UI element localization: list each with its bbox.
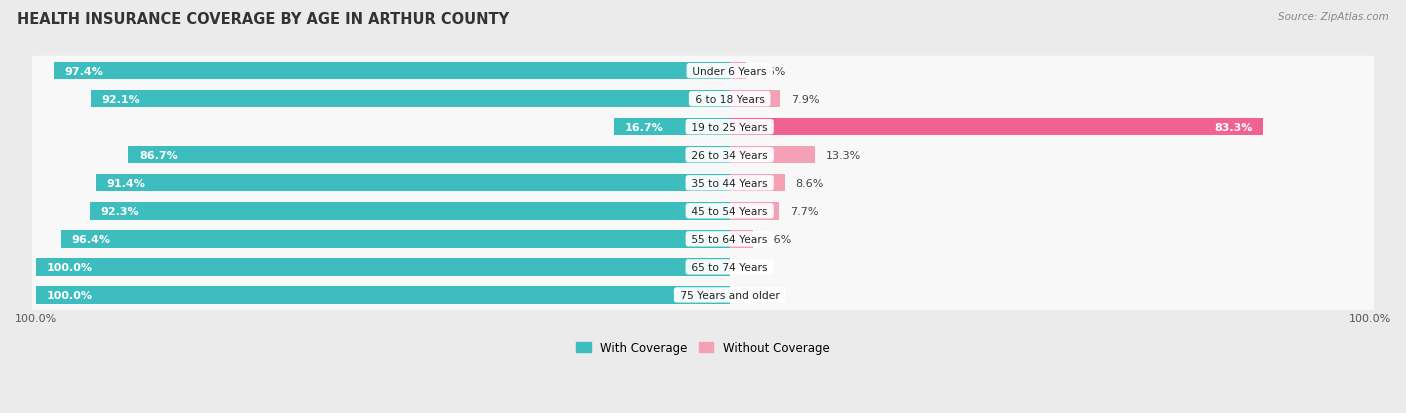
FancyBboxPatch shape bbox=[32, 169, 1374, 198]
Text: 97.4%: 97.4% bbox=[65, 66, 104, 76]
Bar bbox=[730, 203, 779, 220]
Text: 100.0%: 100.0% bbox=[46, 290, 93, 300]
Text: 8.6%: 8.6% bbox=[796, 178, 824, 188]
Text: 65 to 74 Years: 65 to 74 Years bbox=[689, 262, 770, 272]
Bar bbox=[37, 287, 730, 304]
Text: 92.1%: 92.1% bbox=[101, 95, 141, 104]
Bar bbox=[730, 91, 780, 108]
Text: HEALTH INSURANCE COVERAGE BY AGE IN ARTHUR COUNTY: HEALTH INSURANCE COVERAGE BY AGE IN ARTH… bbox=[17, 12, 509, 27]
Text: 83.3%: 83.3% bbox=[1213, 122, 1253, 133]
Bar bbox=[730, 230, 752, 248]
Bar bbox=[730, 175, 785, 192]
FancyBboxPatch shape bbox=[32, 280, 1374, 310]
Bar bbox=[96, 175, 730, 192]
Bar bbox=[37, 259, 730, 276]
Text: 3.6%: 3.6% bbox=[763, 234, 792, 244]
Legend: With Coverage, Without Coverage: With Coverage, Without Coverage bbox=[572, 336, 834, 358]
Text: Under 6 Years: Under 6 Years bbox=[689, 66, 770, 76]
FancyBboxPatch shape bbox=[32, 57, 1374, 86]
FancyBboxPatch shape bbox=[32, 196, 1374, 226]
FancyBboxPatch shape bbox=[32, 252, 1374, 282]
Text: 55 to 64 Years: 55 to 64 Years bbox=[689, 234, 770, 244]
FancyBboxPatch shape bbox=[32, 85, 1374, 114]
Bar bbox=[60, 230, 730, 248]
Bar bbox=[90, 203, 730, 220]
Text: 75 Years and older: 75 Years and older bbox=[676, 290, 783, 300]
Text: 2.6%: 2.6% bbox=[756, 66, 786, 76]
Text: Source: ZipAtlas.com: Source: ZipAtlas.com bbox=[1278, 12, 1389, 22]
Text: 96.4%: 96.4% bbox=[72, 234, 111, 244]
Text: 35 to 44 Years: 35 to 44 Years bbox=[689, 178, 770, 188]
Text: 13.3%: 13.3% bbox=[825, 150, 860, 160]
Text: 16.7%: 16.7% bbox=[624, 122, 664, 133]
Text: 0.0%: 0.0% bbox=[741, 290, 769, 300]
Bar bbox=[91, 91, 730, 108]
Bar bbox=[730, 147, 815, 164]
FancyBboxPatch shape bbox=[32, 224, 1374, 254]
Text: 92.3%: 92.3% bbox=[100, 206, 139, 216]
Text: 6 to 18 Years: 6 to 18 Years bbox=[692, 95, 768, 104]
FancyBboxPatch shape bbox=[32, 140, 1374, 170]
Text: 100.0%: 100.0% bbox=[46, 262, 93, 272]
Text: 86.7%: 86.7% bbox=[139, 150, 177, 160]
Text: 26 to 34 Years: 26 to 34 Years bbox=[688, 150, 770, 160]
Text: 19 to 25 Years: 19 to 25 Years bbox=[689, 122, 770, 133]
Bar bbox=[128, 147, 730, 164]
Text: 45 to 54 Years: 45 to 54 Years bbox=[689, 206, 770, 216]
FancyBboxPatch shape bbox=[32, 112, 1374, 142]
Bar bbox=[730, 119, 1263, 136]
Bar bbox=[55, 63, 730, 80]
Bar bbox=[730, 63, 747, 80]
Bar bbox=[614, 119, 730, 136]
Text: 7.9%: 7.9% bbox=[792, 95, 820, 104]
Text: 91.4%: 91.4% bbox=[107, 178, 145, 188]
Text: 0.0%: 0.0% bbox=[741, 262, 769, 272]
Text: 7.7%: 7.7% bbox=[790, 206, 818, 216]
